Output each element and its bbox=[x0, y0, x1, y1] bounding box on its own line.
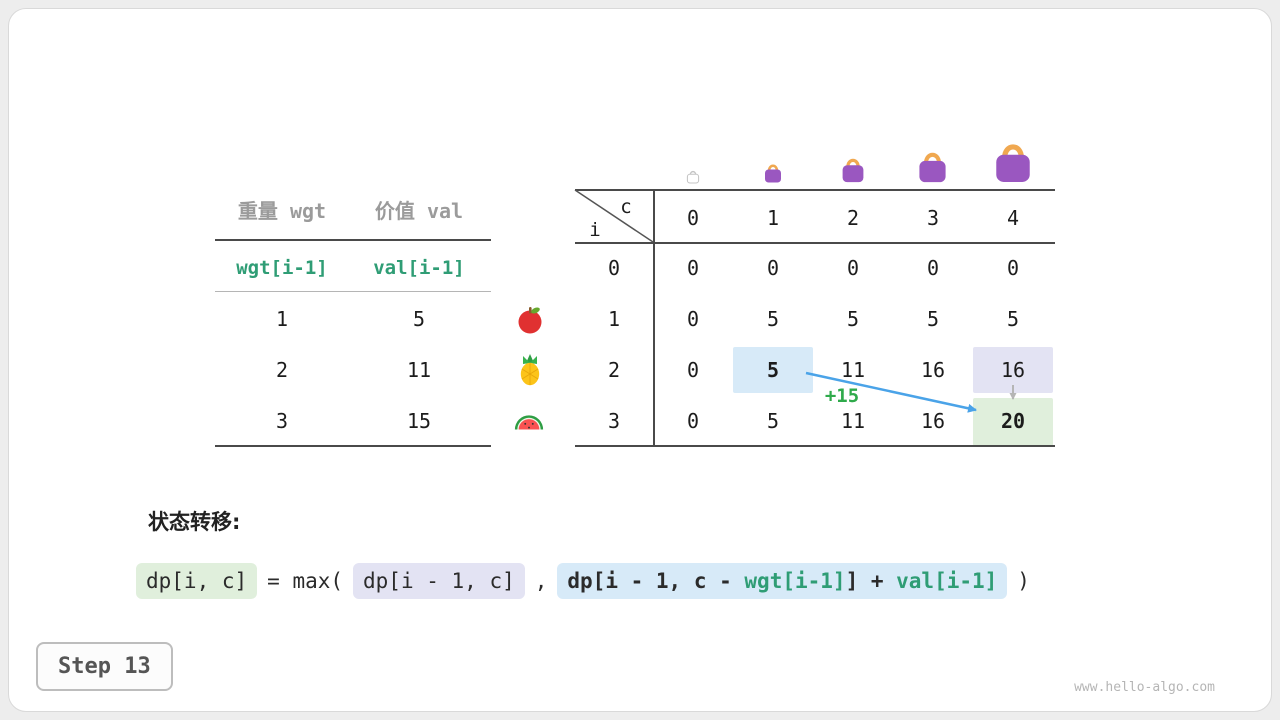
items-row1-val: 11 bbox=[406, 358, 432, 382]
transfer-add-label: +15 bbox=[824, 385, 860, 407]
dp-col-header-1: 1 bbox=[766, 206, 780, 230]
items-table-mid-rule bbox=[215, 291, 491, 292]
formula-separator: , bbox=[534, 569, 548, 593]
dp-row-header-2: 2 bbox=[607, 358, 621, 382]
dp-row-header-1: 1 bbox=[607, 307, 621, 331]
items-table-var-val: val[i-1] bbox=[373, 257, 465, 279]
dp-col-header-2: 2 bbox=[846, 206, 860, 230]
dp-cell-0-0: 0 bbox=[686, 256, 700, 280]
section-label-state-transition: 状态转移: bbox=[148, 510, 241, 534]
dp-col-header-0: 0 bbox=[686, 206, 700, 230]
dp-cell-1-4: 5 bbox=[1006, 307, 1020, 331]
items-row0-val: 5 bbox=[412, 307, 426, 331]
bag-icon-capacity-2 bbox=[842, 158, 864, 183]
bag-icon-capacity-4 bbox=[996, 144, 1030, 182]
formula-option1: dp[i - 1, c] bbox=[353, 563, 525, 599]
dp-col-header-4: 4 bbox=[1006, 206, 1020, 230]
dp-row-header-0: 0 bbox=[607, 256, 621, 280]
dp-cell-3-1: 5 bbox=[766, 409, 780, 433]
dp-cell-0-1: 0 bbox=[766, 256, 780, 280]
formula-option2-mid: ] + bbox=[845, 569, 897, 593]
formula-option2-wgt: wgt[i-1] bbox=[744, 569, 846, 593]
apple-icon bbox=[518, 307, 542, 334]
highlight-current-cell bbox=[973, 398, 1053, 446]
dp-cell-3-3: 16 bbox=[920, 409, 946, 433]
dp-cell-1-3: 5 bbox=[926, 307, 940, 331]
formula-lhs: dp[i, c] bbox=[136, 563, 258, 599]
bag-icon-capacity-0 bbox=[686, 170, 700, 184]
dp-cell-0-2: 0 bbox=[846, 256, 860, 280]
dp-cell-2-4: 16 bbox=[1000, 358, 1026, 382]
dp-corner-row-var: i bbox=[589, 219, 601, 241]
dp-cell-1-1: 5 bbox=[766, 307, 780, 331]
formula-operator: = max( bbox=[267, 569, 344, 593]
items-row1-wgt: 2 bbox=[275, 358, 289, 382]
watermelon-icon bbox=[514, 415, 544, 430]
items-row2-wgt: 3 bbox=[275, 409, 289, 433]
dp-cell-3-4: 20 bbox=[1000, 409, 1026, 433]
formula-option2: dp[i - 1, c - wgt[i-1]] + val[i-1] bbox=[557, 563, 1008, 599]
step-badge: Step 13 bbox=[36, 642, 173, 691]
watermark: www.hello-algo.com bbox=[1074, 680, 1215, 695]
items-table-bottom-rule bbox=[215, 445, 491, 447]
dp-cell-1-0: 0 bbox=[686, 307, 700, 331]
formula-option2-prefix: dp[i - 1, c - bbox=[567, 569, 745, 593]
dp-corner-col-var: c bbox=[620, 196, 632, 218]
items-row2-val: 15 bbox=[406, 409, 432, 433]
dp-cell-0-4: 0 bbox=[1006, 256, 1020, 280]
dp-cell-2-3: 16 bbox=[920, 358, 946, 382]
dp-cell-1-2: 5 bbox=[846, 307, 860, 331]
dp-table-header-rule bbox=[575, 242, 1055, 244]
dp-cell-2-2: 11 bbox=[840, 358, 866, 382]
dp-col-header-3: 3 bbox=[926, 206, 940, 230]
bag-icon-capacity-3 bbox=[919, 152, 946, 183]
dp-table-bottom-rule bbox=[575, 445, 1055, 447]
dp-cell-3-2: 11 bbox=[840, 409, 866, 433]
dp-row-header-3: 3 bbox=[607, 409, 621, 433]
items-row0-wgt: 1 bbox=[275, 307, 289, 331]
items-table-top-rule bbox=[215, 239, 491, 241]
items-table-var-wgt: wgt[i-1] bbox=[236, 257, 328, 279]
items-table-header-weight: 重量 wgt bbox=[237, 199, 327, 223]
dp-cell-2-0: 0 bbox=[686, 358, 700, 382]
dp-table-top-rule bbox=[575, 189, 1055, 191]
bag-icon-capacity-1 bbox=[765, 164, 781, 183]
dp-cell-3-0: 0 bbox=[686, 409, 700, 433]
dp-cell-2-1: 5 bbox=[766, 358, 780, 382]
dp-cell-0-3: 0 bbox=[926, 256, 940, 280]
pineapple-icon bbox=[520, 354, 540, 386]
formula-option2-val: val[i-1] bbox=[896, 569, 998, 593]
transition-formula: dp[i, c] = max( dp[i - 1, c] , dp[i - 1,… bbox=[136, 560, 1030, 602]
dp-table-vertical-rule bbox=[653, 189, 655, 447]
formula-close-paren: ) bbox=[1017, 569, 1030, 593]
highlight-source-cell bbox=[733, 347, 813, 393]
items-table-header-value: 价值 val bbox=[374, 199, 464, 223]
